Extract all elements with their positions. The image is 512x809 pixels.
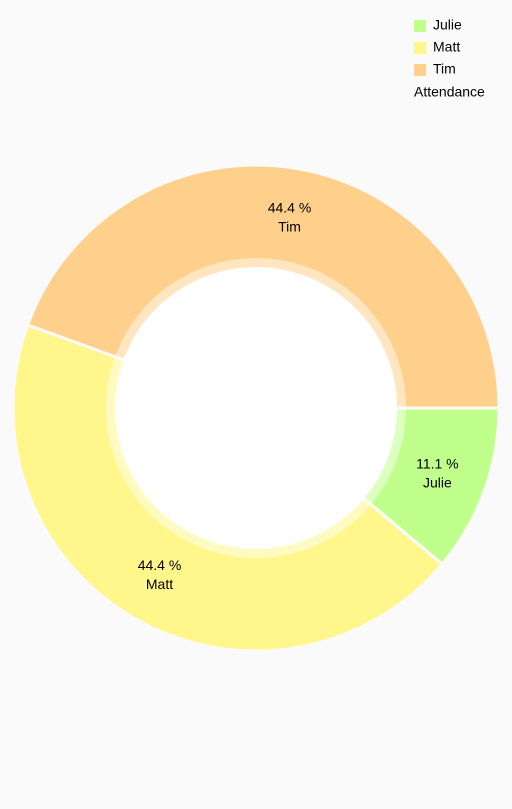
legend-label: Tim <box>433 61 456 77</box>
legend-swatch <box>414 42 426 54</box>
legend-title: Attendance <box>414 84 485 100</box>
value-label: 44.4 % <box>268 200 312 216</box>
legend-label: Matt <box>433 39 460 55</box>
hole <box>115 267 397 549</box>
legend-swatch <box>414 20 426 32</box>
value-label: 44.4 % <box>138 557 182 573</box>
legend-label: Julie <box>433 17 462 33</box>
slice-label: Julie <box>423 475 452 491</box>
value-label: 11.1 % <box>416 456 459 472</box>
slice-label: Matt <box>146 576 173 592</box>
legend-swatch <box>414 64 426 76</box>
slice-label: Tim <box>278 219 301 235</box>
